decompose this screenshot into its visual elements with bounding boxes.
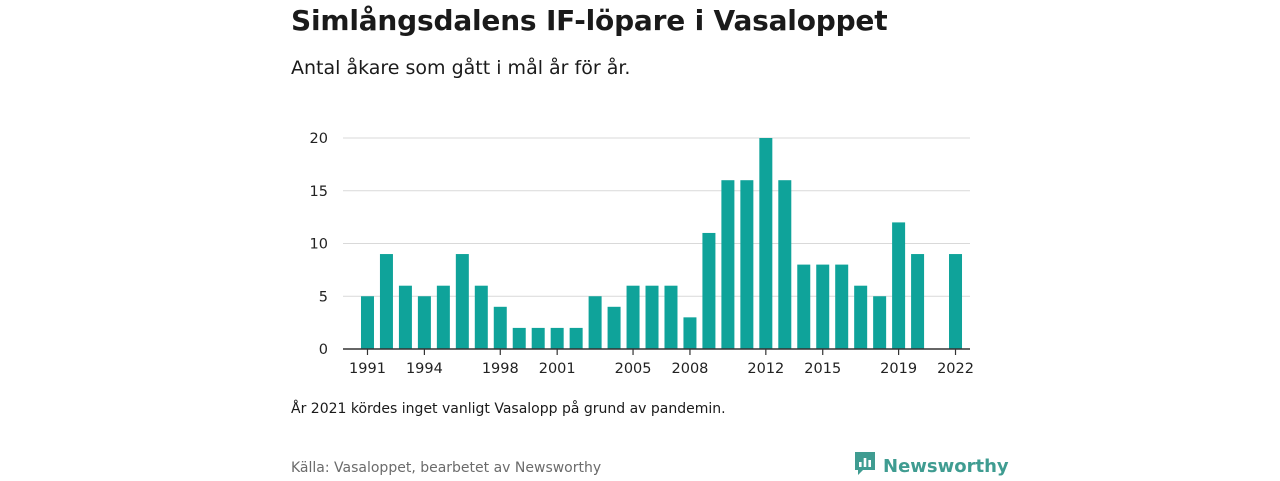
bar-1992 [379,254,393,349]
bar-1999 [512,327,526,349]
bar-2018 [873,296,887,349]
bar-2009 [702,232,716,349]
x-tick-label-1994: 1994 [406,361,443,377]
bar-2000 [531,327,545,349]
x-tick-label-1991: 1991 [349,361,386,377]
bar-2015 [816,264,830,349]
gridlines [343,137,970,297]
bar-2001 [550,327,564,349]
x-tick-label-2015: 2015 [804,361,841,377]
bar-1997 [474,285,488,349]
bar-2006 [645,285,659,349]
x-tick-label-2012: 2012 [747,361,784,377]
x-tick-label-2005: 2005 [615,361,652,377]
bar-1991 [360,296,374,349]
x-tick-label-2008: 2008 [672,361,709,377]
bar-1995 [436,285,450,349]
bar-1998 [493,306,507,349]
bar-1996 [455,254,469,349]
brand-name: Newsworthy [883,455,1009,477]
bar-2010 [721,180,735,349]
bars [360,138,963,349]
brand-logo[interactable]: Newsworthy [853,451,1009,481]
y-tick-label-15: 15 [310,184,328,200]
x-tick-label-2019: 2019 [880,361,917,377]
bar-2005 [626,285,640,349]
chart-title: Simlångsdalens IF-löpare i Vasaloppet [291,4,888,37]
bar-2012 [759,138,773,349]
x-tick-label-1998: 1998 [482,361,519,377]
bar-chart-speech-bubble-icon [853,451,877,481]
y-tick-label-20: 20 [310,131,328,147]
bar-1994 [417,296,431,349]
bar-2003 [588,296,602,349]
source-credit: Källa: Vasaloppet, bearbetet av Newswort… [291,460,602,476]
bar-2002 [569,327,583,349]
bar-2008 [683,317,697,349]
y-tick-label-0: 0 [319,342,328,358]
bar-2017 [854,285,868,349]
bar-2007 [664,285,678,349]
bar-2004 [607,306,621,349]
bar-chart: 0 5 10 15 20 1991 1994 1998 2001 2005 2008 2012 2015… [310,131,974,377]
x-tick-label-2022: 2022 [937,361,974,377]
bar-2016 [835,264,849,349]
bar-2014 [797,264,811,349]
y-tick-label-5: 5 [319,289,328,305]
bar-2020 [911,254,925,349]
bar-2013 [778,180,792,349]
bar-2019 [892,222,906,349]
chart-footnote: År 2021 kördes inget vanligt Vasalopp på… [291,401,726,417]
axes: 0 5 10 15 20 1991 1994 1998 2001 2005 2008 2012 2015… [310,131,974,377]
bar-2022 [949,254,963,349]
chart-subtitle: Antal åkare som gått i mål år för år. [291,57,631,79]
bar-1993 [398,285,412,349]
y-tick-label-10: 10 [310,237,328,253]
bar-2011 [740,180,754,349]
x-tick-label-2001: 2001 [539,361,576,377]
